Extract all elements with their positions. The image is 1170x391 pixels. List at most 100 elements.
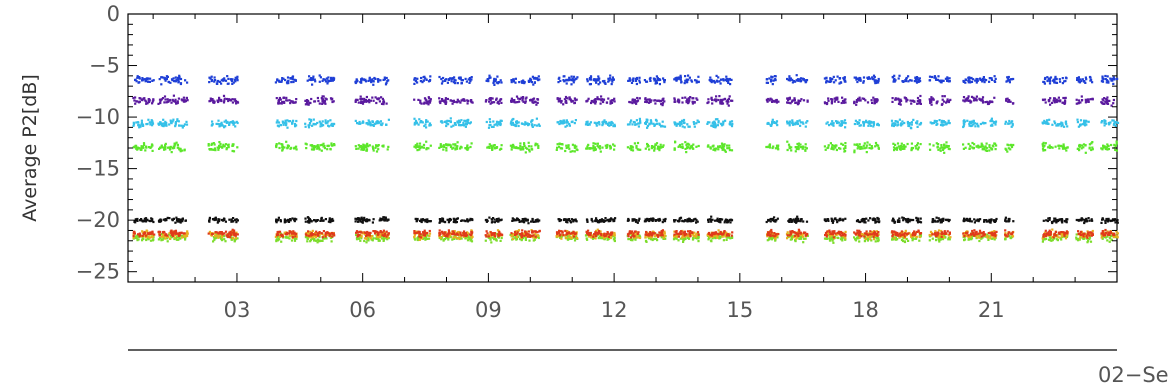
data-point: [943, 144, 946, 147]
data-point: [1049, 97, 1052, 100]
data-point: [377, 148, 380, 151]
data-point: [587, 143, 590, 146]
data-point: [722, 123, 725, 126]
data-point: [370, 81, 373, 84]
data-point: [855, 100, 858, 104]
data-point: [570, 100, 573, 103]
data-point: [464, 220, 467, 223]
data-point: [1103, 97, 1106, 100]
data-point: [766, 78, 769, 81]
data-point: [790, 238, 793, 241]
data-point: [975, 145, 978, 148]
data-point: [728, 122, 731, 125]
data-point: [991, 237, 994, 240]
data-point: [947, 220, 950, 223]
data-point: [859, 124, 862, 127]
data-point: [902, 145, 905, 148]
data-point: [1006, 143, 1009, 146]
data-point: [569, 150, 572, 153]
data-point: [140, 123, 143, 126]
data-point: [797, 102, 800, 105]
data-point: [568, 124, 571, 127]
data-point: [329, 119, 332, 122]
data-point: [160, 235, 163, 238]
data-point: [141, 99, 144, 102]
data-point: [873, 217, 876, 221]
data-point: [175, 141, 178, 144]
data-point: [210, 142, 213, 145]
data-point: [1043, 119, 1046, 122]
data-point: [797, 219, 800, 223]
data-point: [596, 234, 599, 237]
data-point: [767, 97, 770, 101]
data-point: [793, 97, 796, 100]
data-point: [291, 121, 294, 124]
data-point: [798, 237, 801, 240]
data-point: [497, 217, 500, 220]
data-point: [174, 98, 177, 101]
data-point: [827, 99, 830, 102]
data-point: [790, 234, 793, 237]
data-point: [985, 219, 988, 222]
data-point: [629, 79, 632, 82]
data-point: [713, 219, 717, 222]
data-point: [427, 103, 430, 106]
data-point: [387, 79, 390, 82]
data-point: [828, 124, 831, 127]
data-point: [1004, 120, 1007, 123]
data-point: [150, 121, 153, 124]
data-point: [770, 98, 773, 101]
data-point: [438, 221, 441, 224]
data-point: [449, 236, 452, 239]
data-point: [151, 102, 154, 105]
data-point: [657, 219, 660, 222]
data-point: [1111, 79, 1114, 82]
data-point: [168, 233, 171, 236]
data-point: [449, 145, 453, 149]
data-point: [454, 82, 457, 85]
data-point: [1083, 221, 1086, 225]
data-point: [893, 80, 896, 83]
data-point: [898, 74, 901, 77]
data-point: [416, 77, 419, 80]
data-point: [422, 79, 425, 82]
data-point: [495, 239, 498, 242]
data-point: [1059, 122, 1062, 126]
data-point: [416, 236, 419, 239]
data-point: [673, 97, 676, 100]
data-point: [1057, 96, 1060, 99]
data-point: [449, 99, 452, 102]
data-point: [941, 148, 945, 151]
data-point: [968, 238, 971, 241]
data-point: [804, 146, 807, 149]
data-point: [171, 218, 174, 221]
data-point: [362, 78, 365, 81]
data-point: [163, 148, 166, 151]
data-point: [716, 217, 719, 220]
data-point: [450, 80, 453, 83]
data-point: [138, 76, 141, 79]
data-point: [363, 216, 366, 219]
data-point: [653, 145, 656, 148]
data-point: [308, 75, 311, 78]
data-point: [324, 80, 327, 83]
data-point: [415, 122, 418, 125]
data-point: [947, 147, 950, 150]
data-point: [429, 98, 432, 101]
data-point: [147, 77, 150, 80]
data-point: [1101, 148, 1104, 151]
data-point: [683, 126, 686, 129]
data-point: [696, 220, 699, 223]
data-point: [280, 79, 283, 82]
data-point: [1081, 99, 1084, 102]
data-point: [304, 103, 307, 106]
data-point: [674, 77, 677, 80]
data-point: [442, 238, 445, 241]
data-point: [450, 125, 453, 128]
data-point: [382, 78, 385, 81]
data-point: [564, 100, 568, 103]
data-point: [843, 78, 846, 81]
data-point: [877, 217, 880, 220]
data-point: [676, 76, 679, 79]
data-point: [939, 221, 942, 224]
